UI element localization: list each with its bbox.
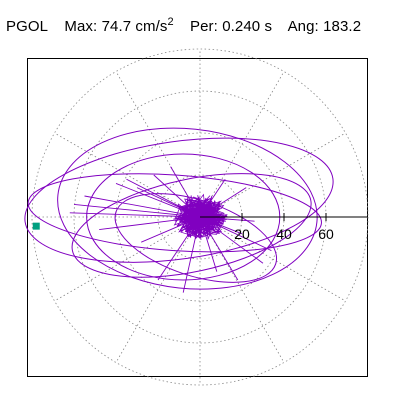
- max-unit-exponent: 2: [167, 16, 174, 28]
- trace-ray-6: [99, 218, 185, 231]
- grid-spoke-300: [199, 216, 285, 363]
- trace-ray-3: [73, 203, 182, 216]
- period-value: 0.240 s: [222, 18, 273, 35]
- max-value: 74.7 cm/s: [101, 18, 168, 35]
- grid-spoke-240: [115, 216, 201, 363]
- max-label: Max:: [64, 18, 98, 35]
- trace-center-tangle: [173, 193, 228, 240]
- grid-spoke-30: [199, 132, 346, 218]
- axis-tick-label-20: 20: [234, 226, 250, 242]
- angle-value: 183.2: [323, 18, 362, 35]
- trace-ray-2: [84, 195, 183, 215]
- radial-axis: 20 40 60: [200, 213, 367, 242]
- station-code: PGOL: [6, 18, 49, 35]
- plot-frame: [27, 58, 368, 377]
- grid-spoke-330: [199, 216, 346, 302]
- axis-tick-label-40: 40: [276, 226, 292, 242]
- trace-loop-2: [57, 127, 318, 290]
- grid-spoke-150: [54, 132, 201, 218]
- grid-spoke-60: [199, 71, 285, 218]
- max-direction-marker: [32, 222, 40, 230]
- period-label: Per:: [190, 18, 218, 35]
- axis-tick-label-60: 60: [318, 226, 334, 242]
- trace-loop-3: [27, 173, 322, 253]
- trace-ray-14: [182, 228, 198, 293]
- trace-ray-7: [141, 220, 192, 243]
- grid-spoke-210: [54, 216, 201, 302]
- trace-ray-5: [136, 187, 191, 213]
- particle-motion-trace: [24, 127, 334, 293]
- trace-ray-19: [69, 212, 181, 217]
- trace-ray-1: [115, 182, 188, 213]
- trace-loop-4: [71, 173, 312, 278]
- trace-loop-1: [24, 137, 334, 263]
- chart-title: PGOL Max: 74.7 cm/s2 Per: 0.240 s Ang: 1…: [6, 16, 361, 35]
- grid-ring-4: [31, 48, 369, 386]
- angle-label: Ang:: [287, 18, 319, 35]
- trace-loop-6: [114, 193, 278, 283]
